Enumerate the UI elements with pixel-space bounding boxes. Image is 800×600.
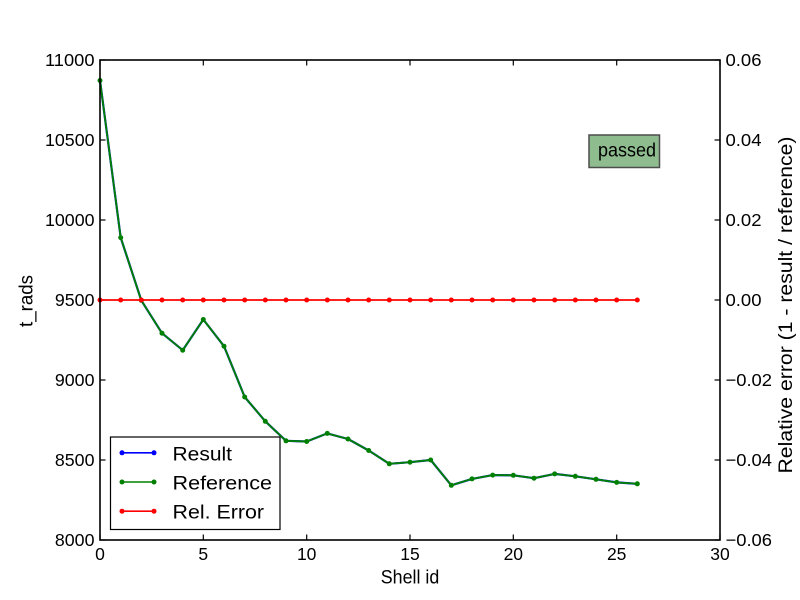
svg-text:Reference: Reference	[173, 473, 273, 495]
svg-text:30: 30	[710, 544, 730, 564]
svg-text:8500: 8500	[55, 450, 95, 470]
svg-text:25: 25	[607, 544, 626, 564]
svg-text:t_rads: t_rads	[16, 275, 38, 327]
svg-text:−0.06: −0.06	[726, 530, 773, 550]
svg-text:−0.02: −0.02	[726, 370, 773, 390]
svg-text:10: 10	[297, 544, 317, 564]
svg-text:Rel. Error: Rel. Error	[173, 502, 265, 524]
svg-text:10500: 10500	[45, 130, 95, 150]
svg-text:0.04: 0.04	[726, 130, 762, 150]
svg-text:15: 15	[400, 544, 419, 564]
svg-text:8000: 8000	[55, 530, 95, 550]
svg-text:−0.04: −0.04	[726, 450, 773, 470]
svg-text:Relative error (1 - result / r: Relative error (1 - result / reference)	[775, 137, 797, 474]
svg-text:5: 5	[198, 544, 208, 564]
svg-text:9000: 9000	[55, 370, 95, 390]
svg-text:Result: Result	[173, 443, 233, 465]
svg-text:0.02: 0.02	[726, 210, 762, 230]
svg-text:10000: 10000	[45, 210, 95, 230]
svg-text:9500: 9500	[55, 290, 95, 310]
svg-text:passed: passed	[598, 140, 656, 161]
svg-text:11000: 11000	[45, 50, 95, 70]
svg-text:Shell id: Shell id	[381, 566, 440, 588]
svg-text:20: 20	[504, 544, 524, 564]
svg-text:0.06: 0.06	[726, 50, 762, 70]
svg-text:0: 0	[95, 544, 105, 564]
svg-text:0.00: 0.00	[726, 290, 762, 310]
